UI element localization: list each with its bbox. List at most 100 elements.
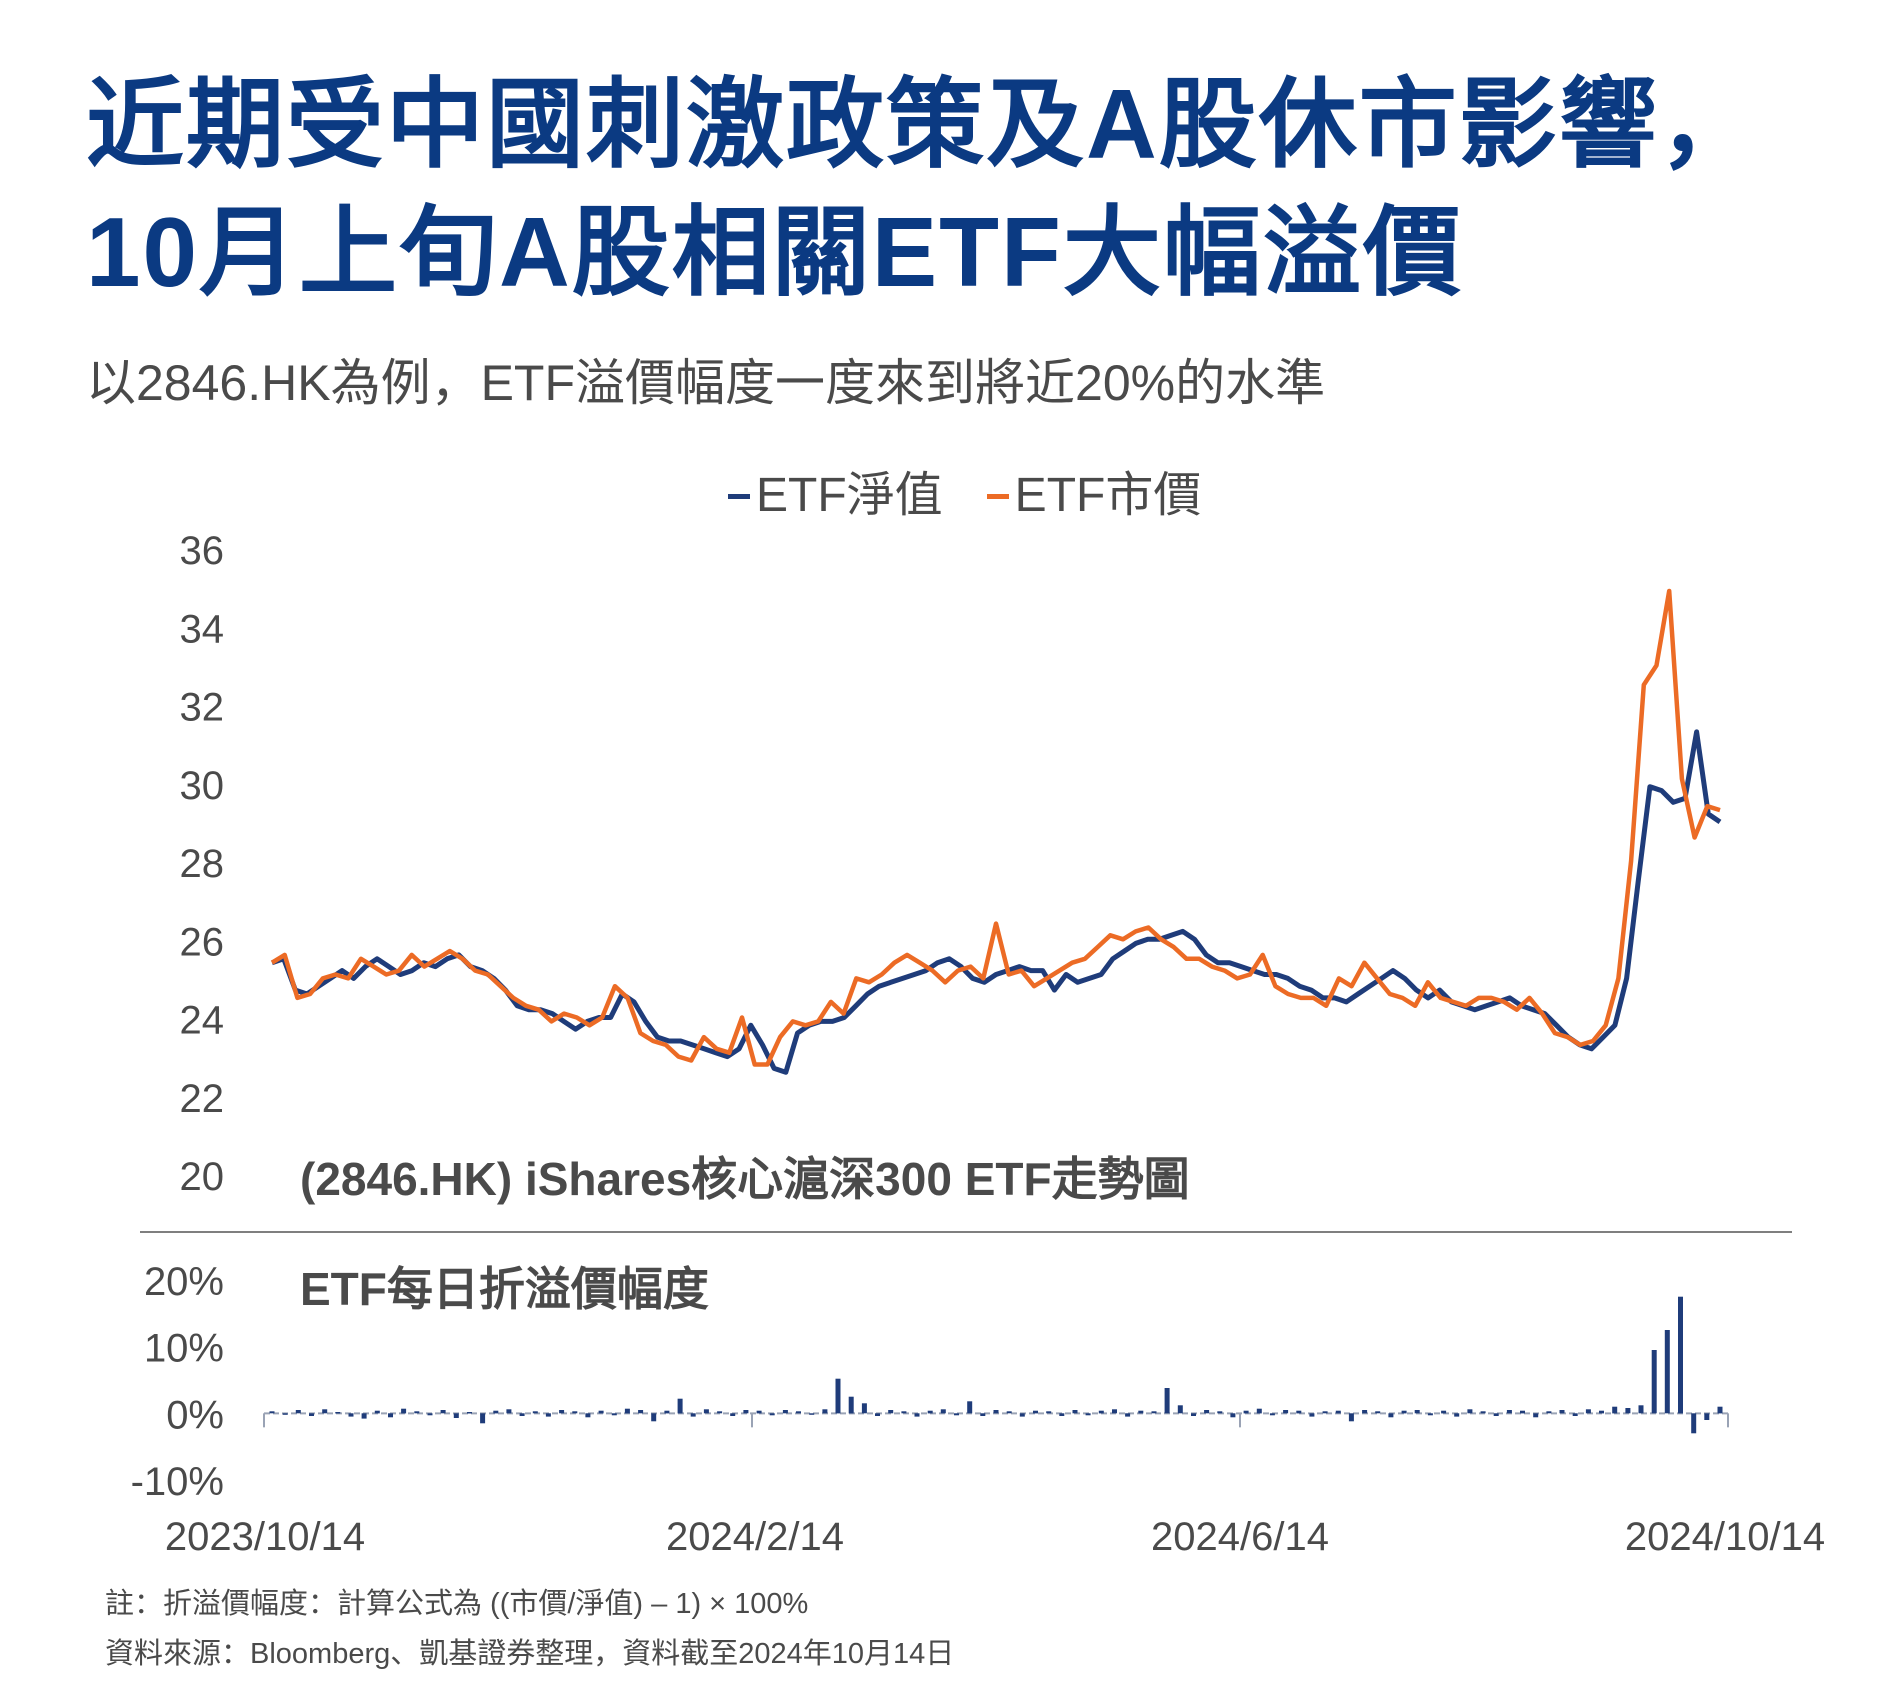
- premium-bar: [611, 1413, 617, 1416]
- premium-bar: [1520, 1410, 1525, 1414]
- premium-bar: [1362, 1410, 1368, 1414]
- premium-bar: [1033, 1410, 1038, 1414]
- premium-bar: [414, 1411, 420, 1414]
- premium-bar: [1243, 1410, 1249, 1414]
- premium-bar: [651, 1413, 657, 1422]
- x-tick-label: 2023/10/14: [165, 1515, 365, 1559]
- premium-bar: [532, 1411, 538, 1414]
- premium-bar: [1454, 1413, 1460, 1417]
- premium-bar: [861, 1403, 867, 1414]
- legend: ETF淨值 ETF市價: [728, 472, 1201, 520]
- premium-bar: [730, 1413, 736, 1416]
- premium-bar: [1691, 1413, 1697, 1434]
- premium-bar: [1678, 1296, 1683, 1414]
- premium-bar: [1217, 1411, 1223, 1414]
- premium-bar: [467, 1412, 472, 1414]
- price-y-axis: 36 34 32 30 28 26 24 22 20: [180, 529, 225, 1199]
- premium-bar: [967, 1401, 973, 1414]
- price-y-tick-label: 30: [180, 764, 225, 808]
- premium-bar: [322, 1409, 328, 1414]
- premium-bar: [480, 1413, 486, 1424]
- premium-bar: [664, 1410, 670, 1414]
- premium-bar: [1585, 1409, 1591, 1414]
- premium-bar: [888, 1410, 894, 1414]
- title-line-1: 近期受中國刺激政策及A股休市影響，: [86, 69, 1759, 179]
- premium-bar: [1085, 1413, 1091, 1416]
- legend-swatch-nav: [728, 493, 750, 499]
- premium-bar: [717, 1411, 723, 1414]
- premium-bar: [598, 1410, 604, 1414]
- price-y-tick-label: 28: [180, 842, 225, 886]
- title-line-2: 10月上旬A股相關ETF大幅溢價: [86, 197, 1463, 307]
- legend-item-price: ETF市價: [986, 469, 1202, 522]
- premium-bar: [769, 1413, 775, 1416]
- legend-label-price: ETF市價: [1014, 469, 1202, 522]
- premium-bar: [545, 1413, 551, 1417]
- premium-bar: [1230, 1413, 1236, 1418]
- premium-bar: [1401, 1410, 1407, 1414]
- premium-bar: [335, 1412, 341, 1414]
- premium-bar: [1717, 1406, 1723, 1414]
- price-y-tick-label: 22: [180, 1077, 225, 1121]
- premium-bar: [835, 1378, 841, 1414]
- premium-bar: [1335, 1410, 1341, 1414]
- premium-bar: [269, 1411, 275, 1414]
- legend-label-nav: ETF淨值: [756, 469, 943, 522]
- premium-bar: [1164, 1388, 1170, 1414]
- premium-bar: [927, 1410, 933, 1414]
- premium-bar: [374, 1410, 380, 1414]
- premium-bar: [980, 1413, 986, 1416]
- premium-bar: [901, 1411, 907, 1414]
- premium-bar: [1664, 1330, 1670, 1414]
- premium-bars: [263, 1296, 1729, 1434]
- premium-bar: [1506, 1410, 1512, 1414]
- premium-bar: [796, 1411, 801, 1414]
- premium-bar: [506, 1409, 512, 1414]
- premium-y-tick-label: 0%: [166, 1393, 224, 1437]
- premium-y-tick-label: 20%: [144, 1260, 224, 1304]
- premium-bar: [1204, 1410, 1210, 1414]
- premium-bar: [1493, 1413, 1499, 1416]
- premium-bar: [1599, 1410, 1604, 1414]
- premium-bar: [1533, 1413, 1539, 1418]
- premium-chart-title: ETF每日折溢價幅度: [300, 1263, 709, 1315]
- premium-bar: [993, 1410, 999, 1414]
- premium-bar: [572, 1411, 578, 1414]
- premium-bar: [809, 1413, 815, 1415]
- premium-bar: [1125, 1413, 1131, 1417]
- premium-bar: [1112, 1409, 1117, 1414]
- price-y-tick-label: 26: [180, 920, 225, 964]
- premium-bar: [361, 1413, 367, 1419]
- premium-bar: [309, 1413, 314, 1416]
- premium-bar: [1283, 1410, 1289, 1414]
- premium-bar: [875, 1413, 880, 1416]
- premium-bar: [453, 1413, 459, 1418]
- premium-bar: [519, 1413, 525, 1416]
- legend-swatch-price: [986, 493, 1009, 499]
- premium-bar: [1638, 1405, 1644, 1414]
- premium-bar: [940, 1409, 946, 1414]
- premium-bar: [703, 1409, 709, 1414]
- premium-bar: [1322, 1411, 1328, 1414]
- premium-bar: [756, 1410, 762, 1414]
- premium-bar: [295, 1410, 301, 1414]
- premium-bar: [1651, 1350, 1657, 1414]
- price-y-tick-label: 20: [180, 1155, 225, 1199]
- premium-bar: [1098, 1410, 1104, 1414]
- premium-bar: [388, 1413, 393, 1418]
- premium-bar: [348, 1413, 354, 1417]
- price-chart-title: (2846.HK) iShares核心滬深300 ETF走勢圖: [300, 1153, 1190, 1205]
- premium-bar: [1559, 1410, 1565, 1414]
- premium-bar: [1375, 1411, 1381, 1414]
- premium-bar: [493, 1410, 499, 1414]
- premium-bar: [1138, 1410, 1144, 1414]
- premium-bar: [1059, 1413, 1065, 1416]
- premium-bar: [1046, 1411, 1052, 1414]
- premium-bar: [638, 1410, 644, 1414]
- price-lines: [270, 588, 1722, 1075]
- price-y-tick-label: 36: [180, 529, 225, 573]
- premium-bar: [585, 1413, 591, 1418]
- premium-bar: [1309, 1413, 1315, 1417]
- premium-bar: [1427, 1413, 1433, 1416]
